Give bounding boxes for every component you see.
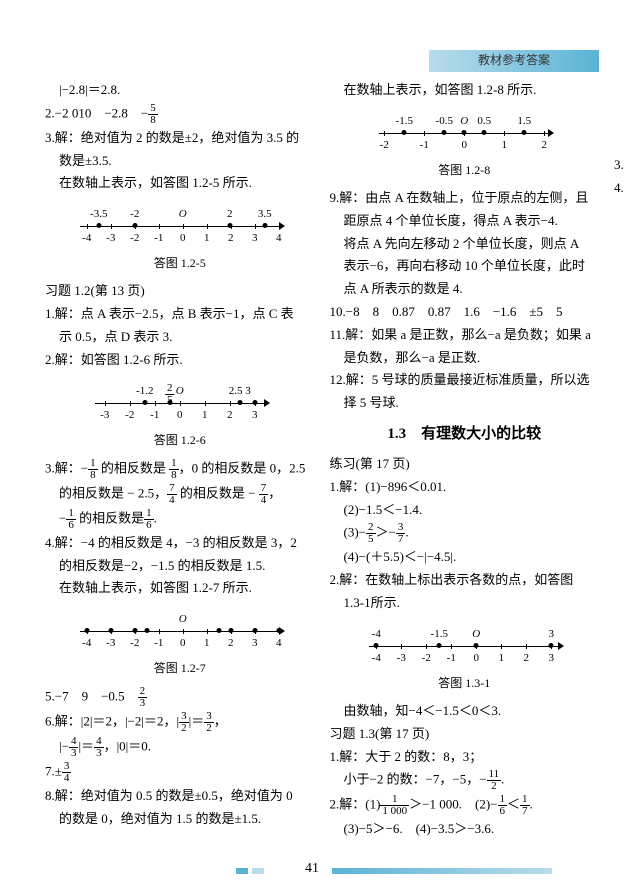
text: 7.±34	[45, 761, 315, 784]
main-content: |−2.8|＝2.8. 2.−2 010 −2.8 −58 3.解：绝对值为 2…	[45, 80, 599, 847]
subheading: 练习(第 17 页)	[330, 454, 600, 475]
text: 表示−6，再向右移动 10 个单位长度，此时	[330, 256, 600, 277]
text: 2.解：在数轴上标出表示各数的点，如答图	[330, 570, 600, 591]
text: 是负数，那么−a 是正数.	[330, 348, 600, 369]
numberline-1-2-6: -1.2 25 O 2.5 3 -3 -2 -1 0 1 2 3	[80, 381, 280, 421]
text: 3.解：绝对值为 2 的数是±2，绝对值为 3.5 的	[45, 128, 315, 149]
text: (2)−1.5＜−1.4.	[330, 500, 600, 521]
header-banner: 教材参考答案	[429, 50, 599, 72]
text: −16 的相反数是16.	[45, 508, 315, 531]
text: 由数轴，知−4＜−1.5＜0＜3.	[330, 701, 600, 722]
subheading: 习题 1.3(第 17 页)	[330, 724, 600, 745]
text: 数是±3.5.	[45, 151, 315, 172]
text: 5.−7 9 −0.5 23	[45, 686, 315, 709]
text: 6.解：|2|＝2，|−2|＝2，|32|＝32，	[45, 711, 315, 734]
text: 4.解：−4 的相反数是 4，−3 的相反数是 3，2	[45, 533, 315, 554]
page-decoration	[332, 868, 552, 874]
text: 在数轴上表示，如答图 1.2-5 所示.	[45, 173, 315, 194]
caption: 答图 1.2-8	[330, 161, 600, 180]
text: |−2.8|＝2.8.	[45, 80, 315, 101]
text: (4)−(＋5.5)＜−|−4.5|.	[330, 547, 600, 568]
text: 9.解：由点 A 在数轴上，位于原点的左侧，且	[330, 188, 600, 209]
text: 2.−2 010 −2.8 −58	[45, 103, 315, 126]
text: 8.解：绝对值为 0.5 的数是±0.5，绝对值为 0	[45, 786, 315, 807]
caption: 答图 1.2-7	[45, 659, 315, 678]
page-decoration	[252, 868, 264, 874]
numberline-1-2-5: -3.5 -2 O 2 3.5 -4 -3 -2 -1 0 1 2 3 4	[65, 204, 295, 244]
text: 2.解：(1)11 000＞−1 000. (2)−16＜17.	[330, 794, 600, 817]
text: (8)−(−136)＞−(−115).	[614, 130, 624, 153]
text: 3.解：−18 的相反数是 18，0 的相反数是 0，2.5	[45, 458, 315, 481]
text: 择 5 号球.	[330, 393, 600, 414]
fraction: 58	[148, 103, 158, 126]
caption: 答图 1.2-6	[45, 431, 315, 450]
text: 1.解：大于 2 的数：8，3；	[330, 747, 600, 768]
text: 的数是 0，绝对值为 1.5 的数是±1.5.	[45, 809, 315, 830]
page-decoration	[236, 868, 248, 874]
text: |−43|＝43，|0|＝0.	[45, 736, 315, 759]
text: 4.解：−16＞−28＞−40＞−86＞−156＞−415.	[614, 178, 624, 199]
text: 1.3-1所示.	[330, 593, 600, 614]
text: 10.−8 8 0.87 0.87 1.6 −1.6 ±5 5	[330, 302, 600, 323]
numberline-1-2-8: -1.5 -0.5 O 0.5 1.5 -2 -1 0 1 2	[364, 111, 564, 151]
numberline-1-3-1: -4 -1.5 O 3 -4 -3 -2 -1 0 1 2 3	[354, 624, 574, 664]
text: 3.解：−3.5＜−1＜0＜2.	[614, 155, 624, 176]
text: (7)−310＞−|−25|.	[614, 105, 624, 128]
text: 的相反数是 − 2.5，74 的相反数是 − 74，	[45, 483, 315, 506]
text: 将点 A 先向左移动 2 个单位长度，则点 A	[330, 234, 600, 255]
text: (3)−25＞−37.	[330, 522, 600, 545]
text: 小于−2 的数：−7，−5，−112.	[330, 769, 600, 792]
caption: 答图 1.3-1	[330, 674, 600, 693]
text: 11.解：如果 a 是正数，那么−a 是负数；如果 a	[330, 325, 600, 346]
text: 的相反数是−2，−1.5 的相反数是 1.5.	[45, 556, 315, 577]
subheading: 习题 1.2(第 13 页)	[45, 281, 315, 302]
page-number: 41	[305, 858, 319, 880]
text: 2.解：如答图 1.2-6 所示.	[45, 350, 315, 371]
text: (3)−5＞−6. (4)−3.5＞−3.6.	[330, 819, 600, 840]
text: 点 A 所表示的数是 4.	[330, 279, 600, 300]
text: 距原点 4 个单位长度，得点 A 表示−4.	[330, 211, 600, 232]
text: 在数轴上表示，如答图 1.2-8 所示.	[330, 80, 600, 101]
section-title: 1.3 有理数大小的比较	[330, 422, 600, 446]
numberline-1-2-7: O -4 -3 -2 -1 0 1 2 3 4	[65, 609, 295, 649]
header-title: 教材参考答案	[478, 51, 550, 70]
text: 1.解：点 A 表示−2.5，点 B 表示−1，点 C 表	[45, 304, 315, 325]
text: 示 0.5，点 D 表示 3.	[45, 327, 315, 348]
text: 12.解：5 号球的质量最接近标准质量，所以选	[330, 370, 600, 391]
text: 在数轴上表示，如答图 1.2-7 所示.	[45, 578, 315, 599]
caption: 答图 1.2-5	[45, 254, 315, 273]
text: 1.解：(1)−896＜0.01.	[330, 477, 600, 498]
text: (5)49＜59. (6)−14＜−15.	[614, 80, 624, 103]
